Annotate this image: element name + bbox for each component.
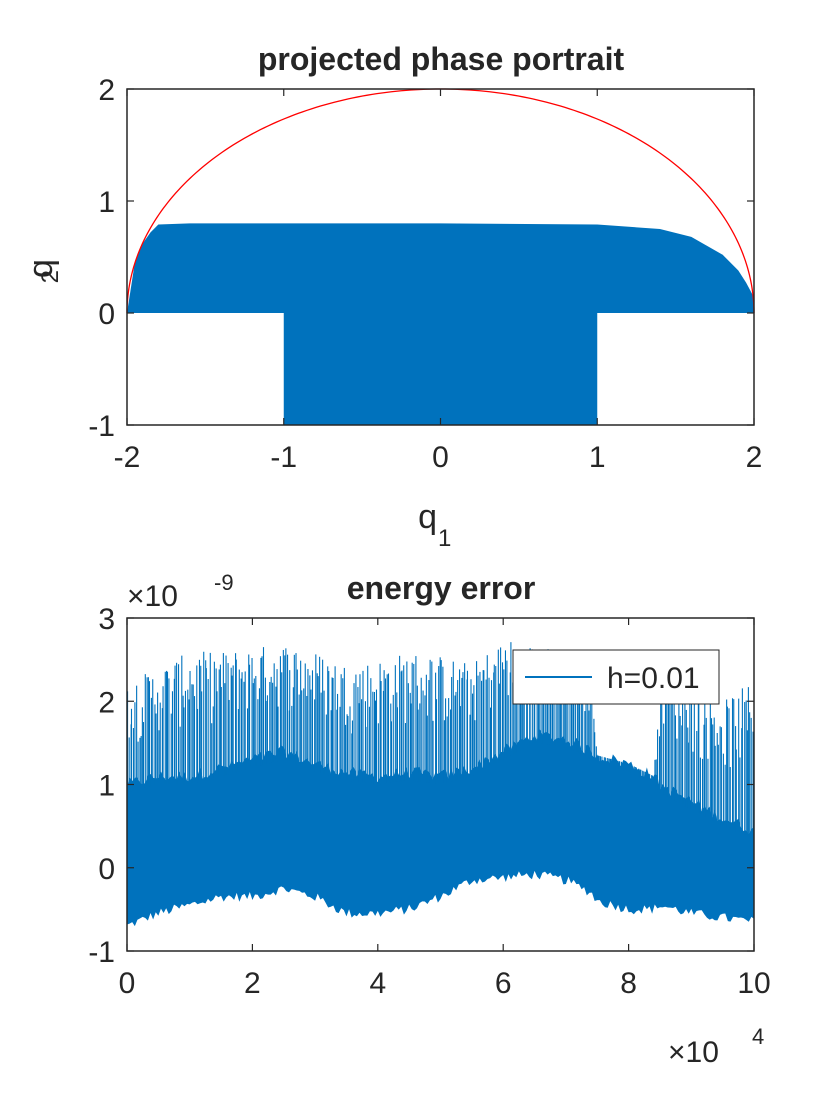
energy-error-band [127, 729, 754, 927]
x-tick-label: 4 [369, 967, 386, 1000]
x-tick-label: 2 [244, 967, 261, 1000]
phase-portrait-xlabel: q [418, 498, 437, 536]
x-tick-label: 0 [119, 967, 136, 1000]
y-tick-label: 1 [98, 770, 115, 803]
xlabel-main: q [418, 498, 437, 536]
y-tick-label: -1 [88, 936, 115, 969]
x-exponent-base: ×10 [668, 1036, 719, 1069]
y-tick-label: 1 [98, 186, 115, 219]
y-tick-label: 3 [98, 603, 115, 636]
x-tick-label: 2 [746, 441, 763, 474]
phase-portrait-title: projected phase portrait [258, 41, 625, 77]
x-tick-label: 0 [432, 441, 449, 474]
energy-error-spikes [127, 642, 754, 839]
y-tick-label: 0 [98, 853, 115, 886]
phase-band-upper [127, 223, 754, 313]
energy-error-title: energy error [347, 570, 536, 606]
y-tick-label: 0 [98, 298, 115, 331]
energy-error-plot-area [127, 642, 754, 927]
phase-portrait-ylabel: q [22, 259, 60, 278]
y-tick-label: -1 [88, 410, 115, 443]
legend: h=0.01 [512, 649, 720, 705]
x-tick-label: 10 [737, 967, 770, 1000]
phase-portrait-plot-area [126, 88, 755, 425]
phase-portrait-xlabel-sub: 1 [438, 525, 451, 552]
x-tick-label: 6 [495, 967, 512, 1000]
x-tick-label: 8 [620, 967, 637, 1000]
legend-label: h=0.01 [607, 662, 700, 695]
y-exponent-base: ×10 [127, 580, 178, 613]
x-tick-label: -2 [114, 441, 141, 474]
x-exponent-power: 4 [752, 1024, 764, 1049]
phase-band-lower [283, 313, 598, 425]
y-exponent-power: -9 [214, 570, 234, 595]
x-tick-label: -1 [270, 441, 297, 474]
phase-portrait-ylabel-sub: 2 [37, 270, 64, 283]
y-tick-label: 2 [98, 686, 115, 719]
x-tick-label: 1 [589, 441, 606, 474]
ylabel-main: q [22, 259, 60, 278]
y-tick-label: 2 [98, 74, 115, 107]
